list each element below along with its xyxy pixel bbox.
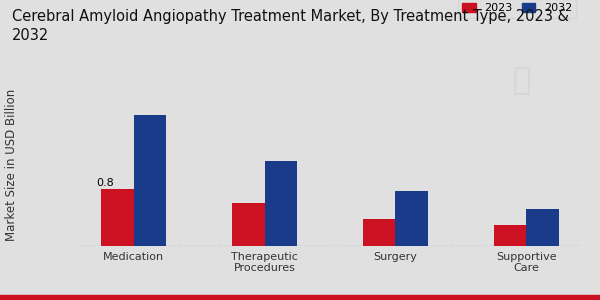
Bar	[101, 189, 134, 246]
Text: Ⓜ: Ⓜ	[513, 67, 531, 95]
Bar	[395, 191, 428, 246]
Text: Market Size in USD Billion: Market Size in USD Billion	[5, 89, 19, 241]
Text: Cerebral Amyloid Angiopathy Treatment Market, By Treatment Type, 2023 &
2032: Cerebral Amyloid Angiopathy Treatment Ma…	[12, 9, 569, 43]
Bar	[134, 115, 166, 246]
Bar	[494, 225, 526, 246]
Text: 0.8: 0.8	[97, 178, 114, 188]
Bar	[526, 209, 559, 246]
Bar	[265, 161, 297, 246]
Bar	[363, 219, 395, 246]
Legend: 2023, 2032: 2023, 2032	[458, 0, 577, 18]
Bar	[232, 203, 265, 246]
